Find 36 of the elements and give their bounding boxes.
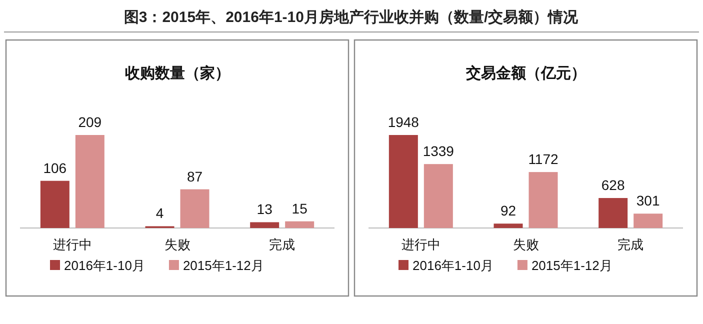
x-tick-label: 进行中 [401,237,440,252]
bar [598,198,628,228]
chart-title: 收购数量（家） [124,64,230,82]
x-tick-label: 进行中 [52,237,92,252]
data-label: 92 [500,202,516,219]
data-label: 4 [156,205,164,222]
bar [388,135,418,228]
x-tick-label: 失败 [164,237,190,252]
data-label: 13 [256,201,273,218]
data-label: 106 [43,160,67,176]
x-tick-label: 完成 [269,237,296,252]
data-label: 1172 [528,151,559,168]
chart-title: 交易金额（亿元） [464,64,586,82]
data-label: 628 [601,177,625,194]
bar [424,164,453,228]
legend-label: 2016年1-10月 [64,258,145,273]
bar [528,172,558,228]
bar [250,222,280,228]
bar [75,135,104,228]
bar [285,221,314,228]
legend-label: 2015年1-12月 [182,258,264,273]
data-label: 15 [292,200,308,216]
caption: 图3：2015年、2016年1-10月房地产行业收并购（数量/交易额）情况 [124,8,580,26]
data-label: 209 [78,114,102,130]
data-label: 301 [636,192,660,209]
bar [494,224,523,228]
legend-label: 2016年1-10月 [412,258,494,273]
bar [634,214,663,228]
data-label: 87 [186,168,203,184]
x-tick-label: 完成 [618,237,644,252]
bar [180,189,210,228]
data-label: 1948 [388,114,420,130]
x-tick-label: 失败 [512,237,539,252]
bar [40,180,70,228]
data-label: 1339 [422,143,454,160]
legend-label: 2015年1-12月 [531,258,612,273]
